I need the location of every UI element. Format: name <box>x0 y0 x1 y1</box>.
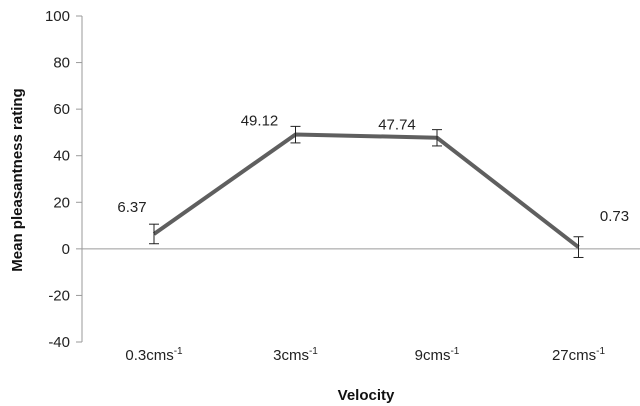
y-tick-label: 60 <box>53 101 70 118</box>
error-bar <box>290 125 301 144</box>
data-label: 6.37 <box>117 199 146 216</box>
series-layer <box>149 125 584 258</box>
y-axis: -40 -20 0 20 40 60 80 100 <box>45 8 83 351</box>
data-labels-layer: 6.37 49.12 47.74 0.73 <box>117 112 629 225</box>
y-tick-label: -20 <box>48 287 70 304</box>
y-tick-label: -40 <box>48 334 70 351</box>
data-label: 49.12 <box>241 112 279 129</box>
y-tick-label: 40 <box>53 148 70 165</box>
x-tick-label: 9cms-1 <box>415 346 460 364</box>
x-axis: 0.3cms-1 3cms-1 9cms-1 27cms-1 <box>82 248 640 364</box>
y-tick-label: 80 <box>53 55 70 72</box>
x-tick-label: 27cms-1 <box>552 346 606 364</box>
x-tick-label: 0.3cms-1 <box>125 346 183 364</box>
y-axis-title: Mean pleasantness rating <box>9 88 26 271</box>
data-label: 47.74 <box>378 117 416 134</box>
x-axis-title: Velocity <box>338 387 395 404</box>
y-tick-label: 20 <box>53 194 70 211</box>
y-tick-label: 0 <box>62 241 70 258</box>
y-tick-label: 100 <box>45 8 70 25</box>
data-label: 0.73 <box>600 208 629 225</box>
series-line <box>152 132 580 249</box>
x-tick-label: 3cms-1 <box>273 346 318 364</box>
